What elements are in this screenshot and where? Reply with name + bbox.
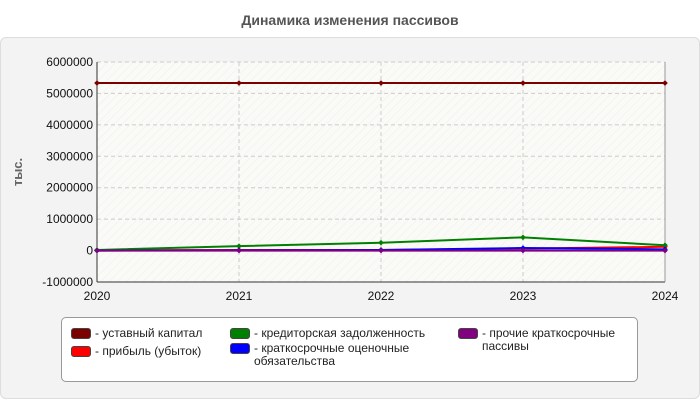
- data-point: [236, 243, 242, 249]
- legend-swatch: [71, 346, 91, 357]
- y-tick-label: 5000000: [46, 86, 93, 100]
- legend-label: - прибыль (убыток): [95, 344, 202, 358]
- legend-item: - прочие краткосрочные пассивы: [458, 327, 633, 353]
- y-tick-label: 6000000: [46, 55, 93, 69]
- x-tick-label: 2024: [652, 289, 679, 303]
- legend-label: - кредиторская задолженность: [254, 326, 426, 340]
- chart-title: Динамика изменения пассивов: [241, 12, 459, 28]
- data-point: [236, 247, 242, 254]
- data-point: [662, 247, 668, 254]
- x-tick-label: 2022: [368, 289, 395, 303]
- chart-legend: - уставный капитал - прибыль (убыток) - …: [61, 317, 638, 382]
- x-tick-label: 2023: [510, 289, 537, 303]
- y-tick-label: 3000000: [46, 149, 93, 163]
- y-tick-label: 0: [86, 244, 93, 258]
- legend-swatch: [458, 328, 478, 339]
- y-tick-label: 4000000: [46, 118, 93, 132]
- legend-swatch: [71, 328, 91, 339]
- legend-item: - уставный капитал: [71, 327, 221, 340]
- data-point: [236, 80, 242, 86]
- y-tick-label: -1000000: [42, 275, 93, 289]
- x-tick-label: 2020: [84, 289, 111, 303]
- legend-label: - прочие краткосрочные пассивы: [482, 326, 616, 353]
- data-point: [378, 239, 384, 246]
- legend-label: - краткосрочные оценочные обязательства: [254, 341, 410, 368]
- data-point: [662, 242, 668, 249]
- data-point: [378, 247, 384, 254]
- data-point: [378, 80, 384, 86]
- legend-label: - уставный капитал: [95, 326, 203, 340]
- legend-item: - прибыль (убыток): [71, 345, 221, 358]
- data-point: [662, 80, 668, 86]
- x-tick-label: 2021: [226, 289, 253, 303]
- data-point: [520, 80, 526, 86]
- legend-swatch: [230, 343, 250, 354]
- legend-item: - краткосрочные оценочные обязательства: [230, 342, 430, 368]
- data-point: [520, 247, 526, 254]
- legend-item: - кредиторская задолженность: [230, 327, 450, 340]
- data-point: [520, 234, 526, 241]
- y-tick-label: 2000000: [46, 181, 93, 195]
- legend-swatch: [230, 328, 250, 339]
- y-tick-label: 1000000: [46, 212, 93, 226]
- data-point: [94, 80, 100, 86]
- data-point: [94, 247, 100, 254]
- y-axis-label: тыс.: [10, 158, 25, 186]
